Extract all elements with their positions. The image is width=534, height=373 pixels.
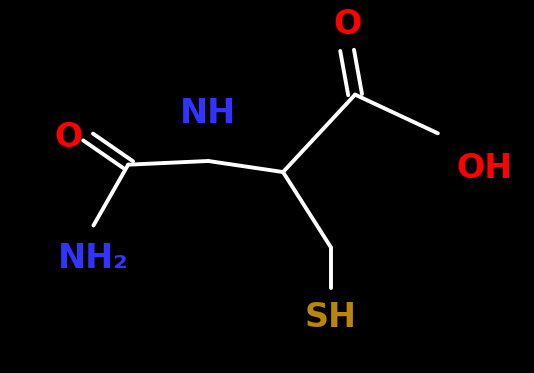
Text: OH: OH xyxy=(457,152,513,185)
Text: O: O xyxy=(54,120,83,154)
Text: NH: NH xyxy=(180,97,237,130)
Text: NH₂: NH₂ xyxy=(58,242,129,275)
Text: O: O xyxy=(333,8,361,41)
Text: SH: SH xyxy=(305,301,357,334)
